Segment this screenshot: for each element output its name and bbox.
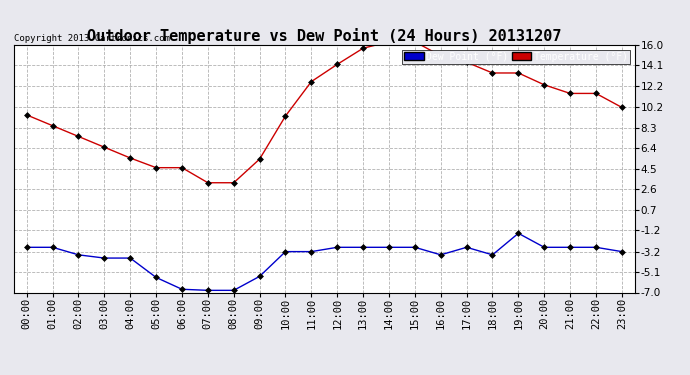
Text: Copyright 2013 Cartronics.com: Copyright 2013 Cartronics.com bbox=[14, 33, 170, 42]
Title: Outdoor Temperature vs Dew Point (24 Hours) 20131207: Outdoor Temperature vs Dew Point (24 Hou… bbox=[87, 28, 562, 44]
Legend: Dew Point (°F), Temperature (°F): Dew Point (°F), Temperature (°F) bbox=[402, 50, 630, 64]
